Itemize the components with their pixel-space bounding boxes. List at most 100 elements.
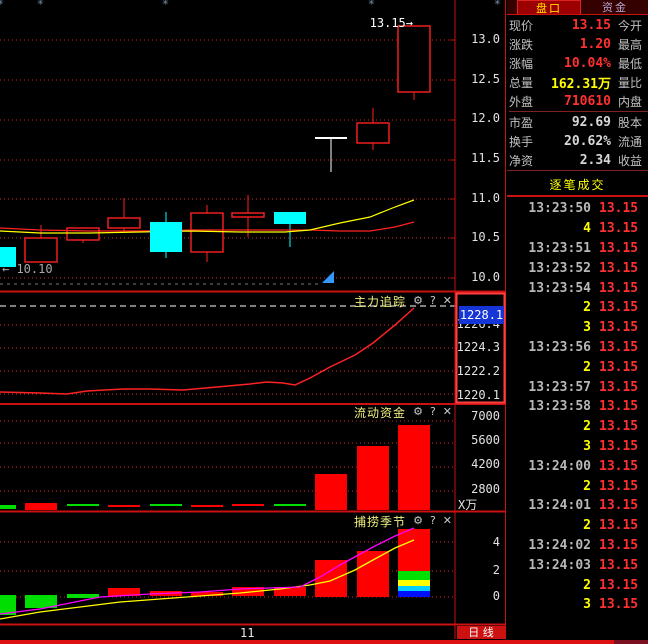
- tick-quantity: 2: [583, 478, 591, 494]
- quote-label: 涨幅: [509, 57, 534, 72]
- quote-value: 710610: [564, 94, 611, 110]
- tick-time: 13:23:52: [528, 260, 591, 276]
- tick-row: 13:23:56 13.15: [507, 338, 648, 358]
- panel-title-liudong: 流动资金: [354, 405, 407, 420]
- liudong-axis-label: 2800: [471, 482, 500, 496]
- quote-label: 外盘: [509, 95, 534, 110]
- close-icon[interactable]: ✕: [442, 405, 452, 418]
- price-axis-label: 11.0: [471, 191, 500, 205]
- tick-row: 3 13.15: [507, 318, 648, 338]
- zhuli-axis-label: 1220.1: [456, 388, 500, 402]
- quote-row: 涨跌 1.20 最高: [509, 35, 648, 54]
- price-axis-label: 12.5: [471, 72, 500, 86]
- quote-value: 2.34: [579, 152, 611, 168]
- tick-header-underline: [507, 195, 648, 197]
- tick-price: 13.15: [599, 498, 639, 514]
- quote-label-2: 量比: [618, 76, 643, 91]
- quote-label-2: 今开: [618, 19, 643, 34]
- tick-row: 2 13.15: [507, 575, 648, 595]
- quote-row: 市盈 92.69 股本: [509, 111, 648, 131]
- quote-rows: 现价 13.15 今开 涨跌 1.20 最高 涨幅 10.04% 最低 总量 162.31万 量比外盘…: [509, 16, 648, 170]
- tick-time: 13:23:57: [528, 379, 591, 395]
- current-indicator-value: 1228.1: [459, 306, 504, 324]
- quote-row: 换手 20.62% 流通: [509, 132, 648, 151]
- quote-label: 净资: [509, 153, 534, 168]
- tick-price: 13.15: [599, 359, 639, 375]
- gear-icon[interactable]: ⚙: [413, 294, 423, 307]
- quote-label: 市盈: [509, 115, 534, 130]
- period-daily-button[interactable]: 日 线: [457, 626, 505, 639]
- price-axis-label: 11.5: [471, 151, 500, 165]
- tick-price: 13.15: [599, 221, 639, 237]
- quote-label-2: 内盘: [618, 95, 643, 110]
- tick-price: 13.15: [599, 537, 639, 553]
- tick-row: 2 13.15: [507, 298, 648, 318]
- liudong-axis-label: 5600: [471, 433, 500, 447]
- quote-row: 净资 2.34 收益: [509, 151, 648, 170]
- help-icon[interactable]: ?: [429, 405, 436, 418]
- unit-label: X万: [458, 498, 478, 512]
- gear-icon[interactable]: ⚙: [413, 514, 423, 527]
- tick-row: 2 13.15: [507, 357, 648, 377]
- panel-header-bolao: 捕捞季节 ⚙ ? ✕: [354, 514, 452, 529]
- quote-label-2: 最低: [618, 57, 643, 72]
- quote-value: 20.62%: [564, 133, 611, 149]
- tick-section-title: 逐笔成交: [549, 178, 606, 192]
- tick-price: 13.15: [599, 518, 639, 534]
- tick-quantity: 3: [583, 320, 591, 336]
- quote-row: 总量 162.31万 量比: [509, 73, 648, 92]
- signal-flag-icon: ✳: [494, 0, 501, 7]
- bottom-scrollbar[interactable]: [0, 640, 614, 644]
- tick-row: 2 13.15: [507, 417, 648, 437]
- tick-row: 13:23:58 13.15: [507, 397, 648, 417]
- bolao-axis-label: 4: [492, 535, 500, 549]
- tick-price: 13.15: [599, 478, 639, 494]
- panel-header-zhuli: 主力追踪 ⚙ ? ✕: [354, 294, 452, 309]
- tick-time: 13:23:56: [528, 339, 591, 355]
- tick-section-header: 逐笔成交: [507, 170, 648, 197]
- tick-list[interactable]: 13:23:50 13.15 4 13.15 13:23:51 13.15 13:23:52…: [507, 199, 648, 615]
- price-axis-label: 13.0: [471, 32, 500, 46]
- panel-title-bolao: 捕捞季节: [354, 514, 407, 529]
- tab-pankou[interactable]: 盘口: [517, 0, 581, 15]
- price-axis-label: 10.0: [471, 270, 500, 284]
- tick-row: 13:24:01 13.15: [507, 496, 648, 516]
- x-axis-label: 11: [240, 626, 255, 640]
- quote-label: 换手: [509, 134, 534, 149]
- chart-canvas[interactable]: [0, 0, 507, 644]
- liudong-axis-label: 7000: [471, 409, 500, 423]
- tick-time: 13:24:03: [528, 557, 591, 573]
- tick-price: 13.15: [599, 399, 639, 415]
- tick-price: 13.15: [599, 419, 639, 435]
- tick-quantity: 2: [583, 300, 591, 316]
- tick-price: 13.15: [599, 280, 639, 296]
- tick-price: 13.15: [599, 597, 639, 613]
- tick-price: 13.15: [599, 300, 639, 316]
- price-axis-label: 10.5: [471, 230, 500, 244]
- tick-row: 4 13.15: [507, 219, 648, 239]
- tick-row: 13:24:00 13.15: [507, 456, 648, 476]
- tick-row: 3 13.15: [507, 437, 648, 457]
- tick-quantity: 2: [583, 359, 591, 375]
- chart-area[interactable]: 13.0 12.5 12.0 11.5 11.0 10.5 10.0 1226.4 1224.3…: [0, 0, 507, 644]
- gear-icon[interactable]: ⚙: [413, 405, 423, 418]
- quote-row: 涨幅 10.04% 最低: [509, 54, 648, 73]
- close-icon[interactable]: ✕: [442, 294, 452, 307]
- quote-label: 现价: [509, 19, 534, 34]
- liudong-axis-label: 4200: [471, 457, 500, 471]
- zhuli-axis-label: 1222.2: [456, 364, 500, 378]
- tick-time: 13:23:51: [528, 240, 591, 256]
- tick-quantity: 2: [583, 577, 591, 593]
- tick-price: 13.15: [599, 577, 639, 593]
- tick-price: 13.15: [599, 240, 639, 256]
- help-icon[interactable]: ?: [429, 294, 436, 307]
- tick-price: 13.15: [599, 379, 639, 395]
- quote-value: 13.15: [571, 18, 611, 34]
- tab-zijin[interactable]: 资金: [602, 1, 628, 14]
- tick-row: 13:23:51 13.15: [507, 239, 648, 259]
- panel-header-liudong: 流动资金 ⚙ ? ✕: [354, 405, 452, 420]
- tick-price: 13.15: [599, 557, 639, 573]
- help-icon[interactable]: ?: [429, 514, 436, 527]
- close-icon[interactable]: ✕: [442, 514, 452, 527]
